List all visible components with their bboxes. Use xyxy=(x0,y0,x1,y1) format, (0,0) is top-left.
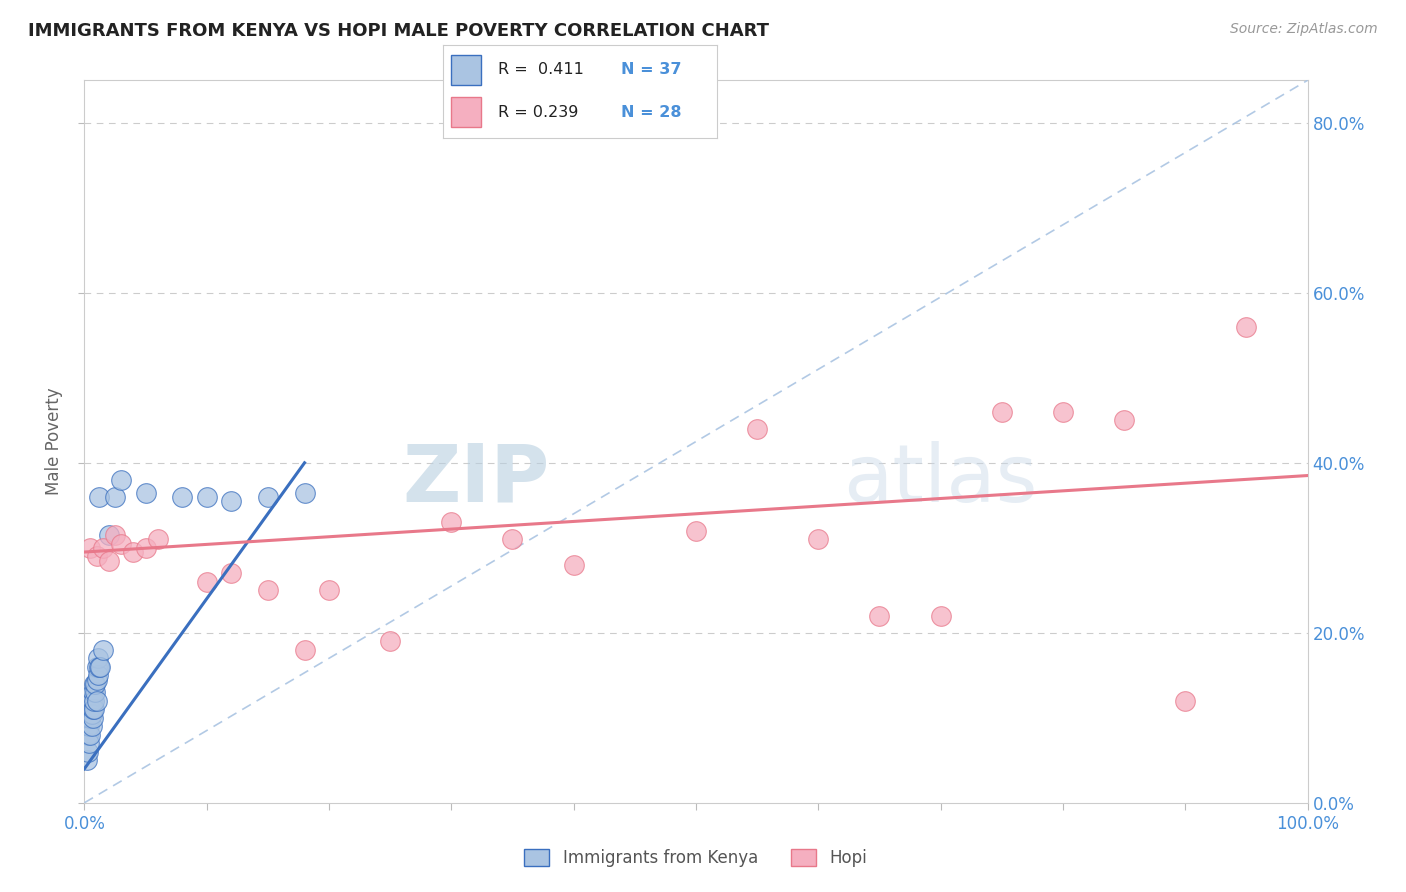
Point xyxy=(110,473,132,487)
Point xyxy=(562,558,585,572)
Point xyxy=(294,485,316,500)
Point xyxy=(97,528,120,542)
Point xyxy=(82,711,104,725)
Point xyxy=(86,660,108,674)
Point xyxy=(87,668,110,682)
Point xyxy=(86,673,108,687)
Point xyxy=(1174,694,1197,708)
Text: N = 28: N = 28 xyxy=(621,104,682,120)
Point xyxy=(80,706,103,721)
Point xyxy=(104,528,127,542)
Point xyxy=(146,533,169,547)
Point xyxy=(87,490,110,504)
Point xyxy=(440,516,463,530)
Point xyxy=(87,660,110,674)
Text: R =  0.411: R = 0.411 xyxy=(498,62,583,78)
Point xyxy=(195,574,218,589)
Point xyxy=(294,642,316,657)
Point xyxy=(991,405,1014,419)
Point xyxy=(122,545,145,559)
Text: N = 37: N = 37 xyxy=(621,62,682,78)
Point xyxy=(1052,405,1074,419)
Point xyxy=(82,702,104,716)
Point xyxy=(91,642,114,657)
Point xyxy=(502,533,524,547)
Point xyxy=(87,651,110,665)
Point xyxy=(83,702,105,716)
Point xyxy=(219,494,242,508)
Point xyxy=(83,694,105,708)
Point xyxy=(1114,413,1136,427)
Point xyxy=(77,745,100,759)
Point xyxy=(79,541,101,555)
Point xyxy=(77,719,100,733)
Point xyxy=(104,490,127,504)
Point xyxy=(747,422,769,436)
Y-axis label: Male Poverty: Male Poverty xyxy=(45,388,63,495)
Point xyxy=(869,608,891,623)
Point xyxy=(97,553,120,567)
Point xyxy=(807,533,830,547)
Point xyxy=(79,711,101,725)
Point xyxy=(685,524,707,538)
Legend: Immigrants from Kenya, Hopi: Immigrants from Kenya, Hopi xyxy=(517,842,875,874)
Point xyxy=(84,677,107,691)
Text: R = 0.239: R = 0.239 xyxy=(498,104,578,120)
Text: Source: ZipAtlas.com: Source: ZipAtlas.com xyxy=(1230,22,1378,37)
Point xyxy=(77,736,100,750)
Point xyxy=(135,541,157,555)
Point xyxy=(929,608,952,623)
Point xyxy=(80,694,103,708)
Point xyxy=(84,685,107,699)
Point xyxy=(135,485,157,500)
Point xyxy=(1236,319,1258,334)
Point xyxy=(80,719,103,733)
Point xyxy=(86,694,108,708)
Point xyxy=(257,490,280,504)
Text: IMMIGRANTS FROM KENYA VS HOPI MALE POVERTY CORRELATION CHART: IMMIGRANTS FROM KENYA VS HOPI MALE POVER… xyxy=(28,22,769,40)
FancyBboxPatch shape xyxy=(451,97,481,127)
Point xyxy=(318,583,340,598)
Point xyxy=(79,728,101,742)
Text: ZIP: ZIP xyxy=(402,441,550,519)
Point xyxy=(86,549,108,564)
Point xyxy=(83,677,105,691)
Point xyxy=(82,685,104,699)
Point xyxy=(195,490,218,504)
Point xyxy=(79,702,101,716)
Point xyxy=(77,728,100,742)
Point xyxy=(89,660,111,674)
Point xyxy=(91,541,114,555)
FancyBboxPatch shape xyxy=(451,55,481,85)
Text: atlas: atlas xyxy=(842,441,1038,519)
Point xyxy=(257,583,280,598)
Point xyxy=(380,634,402,648)
Point xyxy=(219,566,242,581)
Point xyxy=(172,490,194,504)
Point xyxy=(76,753,98,767)
Point xyxy=(110,536,132,550)
